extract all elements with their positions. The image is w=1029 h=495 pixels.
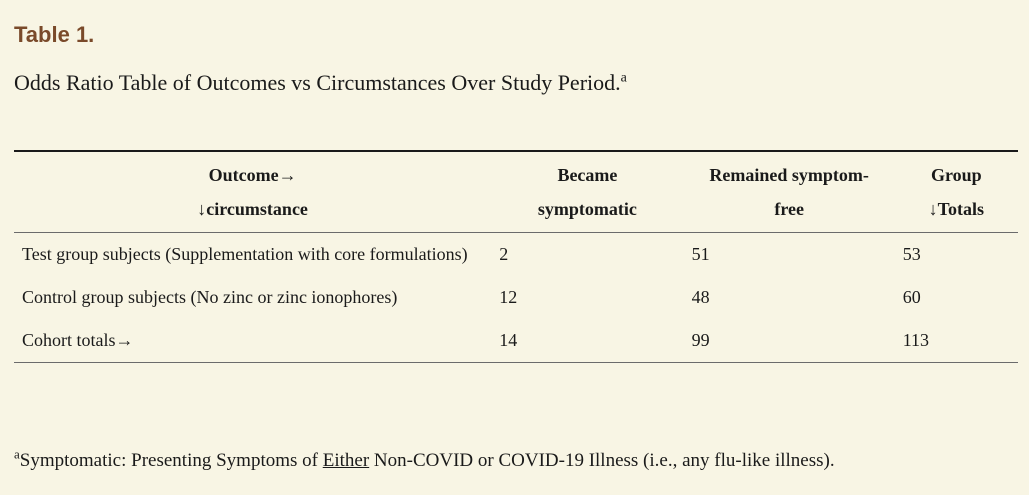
cell-group-totals: 60 — [902, 287, 921, 307]
footnote-marker: a — [14, 446, 20, 462]
cell-remained-symptom-free: 99 — [691, 330, 710, 350]
cell-circumstance: Cohort totals→ — [22, 330, 134, 350]
header-remained-symptom-free: Remained symptom-free — [709, 165, 869, 219]
caption-text: Odds Ratio Table of Outcomes vs Circumst… — [14, 70, 621, 95]
cell-became-symptomatic: 12 — [499, 287, 518, 307]
table-caption: Odds Ratio Table of Outcomes vs Circumst… — [14, 70, 627, 96]
header-outcome-circumstance: Outcome→ ↓circumstance — [197, 165, 308, 219]
cell-circumstance: Test group subjects (Supplementation wit… — [22, 244, 468, 264]
cell-group-totals: 113 — [902, 330, 930, 350]
cell-became-symptomatic: 2 — [499, 244, 509, 264]
cell-became-symptomatic: 14 — [499, 330, 518, 350]
footnote-prefix: Symptomatic: Presenting Symptoms of — [19, 450, 323, 471]
header-became-symptomatic: Became symptomatic — [537, 165, 637, 219]
cell-circumstance: Control group subjects (No zinc or zinc … — [22, 287, 398, 307]
table-label: Table 1. — [14, 22, 95, 47]
table-row: Control group subjects (No zinc or zinc … — [14, 276, 1018, 319]
cell-group-totals: 53 — [902, 244, 921, 264]
cell-remained-symptom-free: 51 — [691, 244, 710, 264]
cell-remained-symptom-free: 48 — [691, 287, 710, 307]
header-group-totals: Group ↓Totals — [928, 165, 985, 219]
caption-footnote-link[interactable]: a — [620, 70, 627, 86]
footnote-emphasis: Either — [322, 450, 370, 471]
odds-ratio-table: Outcome→ ↓circumstance Became symptomatic … — [14, 150, 1018, 363]
table-row: Test group subjects (Supplementation wit… — [14, 233, 1018, 277]
table-footnote: aSymptomatic: Presenting Symptoms of Eit… — [14, 446, 835, 472]
footnote-suffix: Non-COVID or COVID-19 Illness (i.e., any… — [369, 450, 835, 471]
table-row: Cohort totals→ 14 99 113 — [14, 319, 1018, 363]
table-header-row: Outcome→ ↓circumstance Became symptomatic … — [14, 151, 1018, 233]
